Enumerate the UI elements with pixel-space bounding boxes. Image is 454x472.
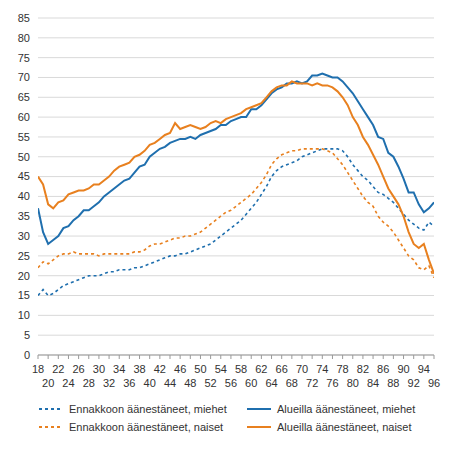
svg-text:96: 96 — [428, 377, 440, 389]
svg-text:75: 75 — [18, 52, 30, 64]
svg-text:45: 45 — [18, 170, 30, 182]
svg-text:26: 26 — [72, 363, 84, 375]
svg-text:48: 48 — [184, 377, 196, 389]
svg-text:70: 70 — [18, 71, 30, 83]
svg-text:22: 22 — [52, 363, 64, 375]
svg-text:72: 72 — [306, 377, 318, 389]
svg-text:90: 90 — [397, 363, 409, 375]
svg-text:20: 20 — [18, 270, 30, 282]
svg-text:25: 25 — [18, 250, 30, 262]
svg-text:40: 40 — [144, 377, 156, 389]
svg-text:80: 80 — [347, 377, 359, 389]
svg-text:50: 50 — [194, 363, 206, 375]
svg-text:34: 34 — [113, 363, 125, 375]
svg-text:86: 86 — [377, 363, 389, 375]
svg-text:82: 82 — [357, 363, 369, 375]
svg-text:20: 20 — [42, 377, 54, 389]
svg-text:40: 40 — [18, 190, 30, 202]
svg-text:58: 58 — [235, 363, 247, 375]
svg-text:78: 78 — [336, 363, 348, 375]
html-text:Ennakkoon äänestäneet, naiset: Ennakkoon äänestäneet, naiset — [69, 421, 224, 433]
svg-text:44: 44 — [164, 377, 176, 389]
svg-text:30: 30 — [18, 230, 30, 242]
svg-text:66: 66 — [276, 363, 288, 375]
svg-text:65: 65 — [18, 91, 30, 103]
svg-text:68: 68 — [286, 377, 298, 389]
svg-text:35: 35 — [18, 210, 30, 222]
svg-text:50: 50 — [18, 151, 30, 163]
svg-text:74: 74 — [316, 363, 328, 375]
svg-text:5: 5 — [24, 329, 30, 341]
svg-text:10: 10 — [18, 309, 30, 321]
svg-text:28: 28 — [83, 377, 95, 389]
svg-text:18: 18 — [32, 363, 44, 375]
svg-text:80: 80 — [18, 32, 30, 44]
svg-text:54: 54 — [215, 363, 227, 375]
svg-text:70: 70 — [296, 363, 308, 375]
svg-text:15: 15 — [18, 289, 30, 301]
svg-text:56: 56 — [225, 377, 237, 389]
svg-text:88: 88 — [387, 377, 399, 389]
svg-text:24: 24 — [62, 377, 74, 389]
svg-text:64: 64 — [265, 377, 277, 389]
svg-text:84: 84 — [367, 377, 379, 389]
svg-text:85: 85 — [18, 12, 30, 24]
svg-text:94: 94 — [418, 363, 430, 375]
svg-text:36: 36 — [123, 377, 135, 389]
svg-text:38: 38 — [133, 363, 145, 375]
svg-text:42: 42 — [154, 363, 166, 375]
svg-text:62: 62 — [255, 363, 267, 375]
svg-text:32: 32 — [103, 377, 115, 389]
svg-text:55: 55 — [18, 131, 30, 143]
svg-text:52: 52 — [204, 377, 216, 389]
html-text:Alueilla äänestäneet, miehet: Alueilla äänestäneet, miehet — [277, 403, 416, 415]
svg-text:76: 76 — [326, 377, 338, 389]
svg-text:92: 92 — [408, 377, 420, 389]
html-text:Ennakkoon äänestäneet, miehet: Ennakkoon äänestäneet, miehet — [69, 403, 227, 415]
svg-text:0: 0 — [24, 349, 30, 361]
html-text:Alueilla äänestäneet, naiset: Alueilla äänestäneet, naiset — [277, 421, 412, 433]
svg-text:60: 60 — [18, 111, 30, 123]
svg-text:46: 46 — [174, 363, 186, 375]
svg-text:60: 60 — [245, 377, 257, 389]
svg-text:30: 30 — [93, 363, 105, 375]
